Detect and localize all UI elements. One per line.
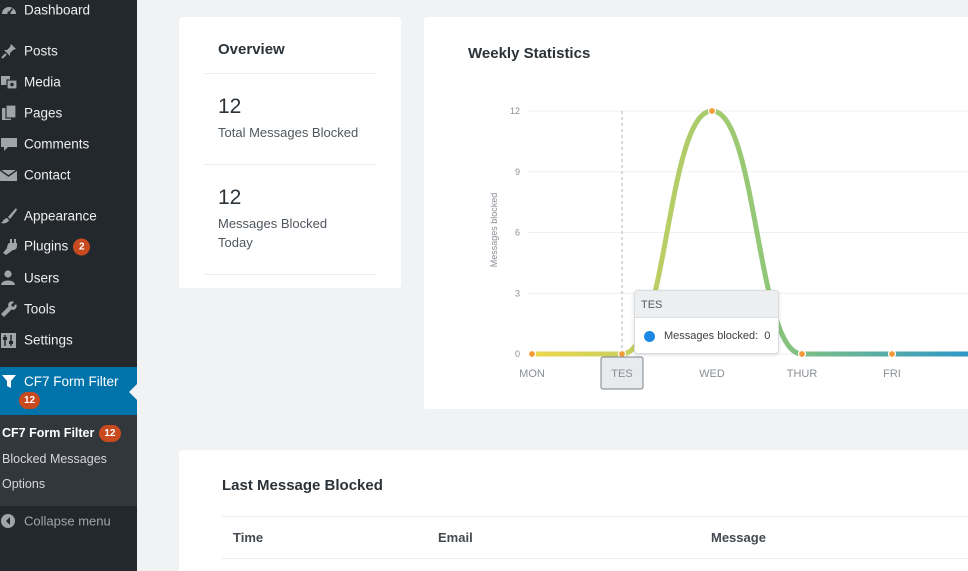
x-tick-label: MON [519,368,545,380]
submenu-item-options[interactable]: Options [2,477,46,491]
wrench-icon [0,300,18,318]
last-message-title: Last Message Blocked [222,477,383,494]
submenu-item-blocked-messages[interactable]: Blocked Messages [2,452,107,466]
sidebar-item-label: Media [24,74,61,90]
sidebar-item-media[interactable]: Media [0,68,137,96]
sidebar-item-label: Plugins [24,238,69,254]
media-icon [0,73,18,91]
y-tick-label: 6 [515,228,520,238]
submenu-item-cf7-form-filter[interactable]: CF7 Form Filter 12 [2,425,121,442]
sidebar-item-tools[interactable]: Tools [0,295,137,323]
weekly-title: Weekly Statistics [468,45,591,62]
collapse-menu-label: Collapse menu [24,513,111,529]
sidebar-item-label: Contact [24,167,71,183]
sidebar-item-posts[interactable]: Posts [0,37,137,65]
tooltip-series-dot [644,331,655,342]
data-point-wed[interactable] [707,106,717,116]
tooltip-title: TES [635,291,778,318]
tooltip-series-label: Messages blocked: [664,330,759,342]
overview-card: Overview 12 Total Messages Blocked 12 Me… [179,17,401,288]
plugins-update-badge: 2 [73,238,91,256]
sidebar-item-pages[interactable]: Pages [0,99,137,127]
y-tick-label: 9 [515,167,520,177]
total-blocked-value: 12 [218,95,242,118]
y-axis-label: Messages blocked [489,193,499,268]
sidebar-item-appearance[interactable]: Appearance [0,202,137,230]
submenu-badge: 12 [99,425,121,442]
filter-icon [2,375,16,389]
divider [204,274,376,275]
dashboard-icon [0,1,18,19]
y-tick-label: 3 [515,288,520,298]
data-point-mon[interactable] [527,349,537,359]
today-blocked-label: Messages Blocked Today [218,216,328,250]
weekly-chart: 0 3 6 9 12 Messages blocked MON TES WED THUR FRI [489,106,968,390]
y-tick-label: 12 [510,106,520,116]
brush-icon [0,207,18,225]
data-point-tes[interactable] [617,349,627,359]
sidebar-item-label: Settings [24,332,73,348]
data-point-thur[interactable] [797,349,807,359]
total-blocked-label: Total Messages Blocked [218,125,359,140]
user-icon [0,269,18,287]
divider [204,164,376,165]
y-tick-label: 0 [515,349,520,359]
last-message-card: Last Message Blocked [179,450,968,571]
admin-sidebar: Dashboard Posts Media Pages Comments Con… [0,0,137,571]
table-header-top-border [222,516,968,517]
mail-icon [0,166,18,184]
collapse-menu-button[interactable]: Collapse menu [0,507,137,535]
sidebar-item-label: Appearance [24,208,97,224]
sidebar-item-plugins[interactable]: Plugins 2 [0,233,137,261]
comment-icon [0,135,18,153]
today-blocked-value: 12 [218,186,242,209]
sidebar-item-comments[interactable]: Comments [0,130,137,158]
overview-title: Overview [218,41,285,58]
cf7-submenu: CF7 Form Filter 12 Blocked Messages Optio… [0,415,137,506]
sidebar-item-label: Dashboard [24,2,91,18]
sidebar-item-label: Comments [24,136,90,152]
sidebar-item-label: Tools [24,301,56,317]
column-header-email[interactable]: Email [438,530,473,545]
divider [204,73,376,74]
x-tick-label: TES [611,368,632,380]
sidebar-item-dashboard[interactable]: Dashboard [0,0,137,24]
x-tick-label: THUR [787,368,818,380]
cf7-blocked-badge: 12 [19,392,41,409]
sidebar-item-cf7-form-filter[interactable]: CF7 Form Filter 12 [0,367,137,415]
column-header-time[interactable]: Time [233,530,264,545]
chart-tooltip: TES Messages blocked: 0 [634,290,779,354]
column-header-message[interactable]: Message [711,530,766,545]
pages-icon [0,104,18,122]
sidebar-item-contact[interactable]: Contact [0,161,137,189]
sidebar-item-label: Posts [24,43,58,59]
sidebar-item-label: Users [24,270,60,286]
submenu-item-label: CF7 Form Filter [2,425,95,440]
plug-icon [0,238,18,256]
data-point-fri[interactable] [887,349,897,359]
tooltip-series-value: 0 [764,330,771,342]
settings-icon [0,331,18,349]
sidebar-item-label-wrap: Plugins 2 [24,238,91,256]
sidebar-item-label: CF7 Form Filter [24,374,119,389]
collapse-icon [0,512,18,530]
pin-icon [0,42,18,60]
x-tick-highlight [600,356,644,390]
x-tick-label: FRI [883,368,901,380]
sidebar-item-label: Pages [24,105,63,121]
x-tick-label: WED [699,368,725,380]
sidebar-item-users[interactable]: Users [0,264,137,292]
table-header-bottom-border [222,558,968,559]
sidebar-item-settings[interactable]: Settings [0,326,137,354]
